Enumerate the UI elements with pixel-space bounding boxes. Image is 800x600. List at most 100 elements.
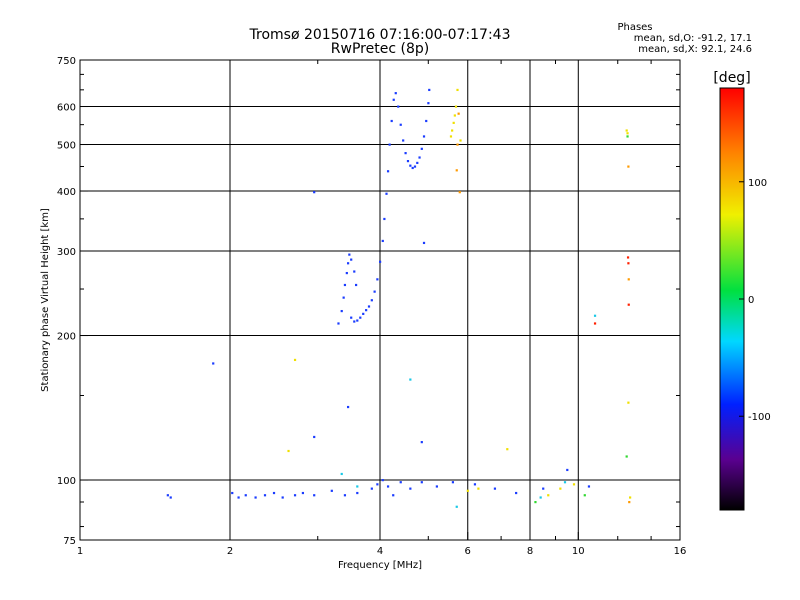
- data-point: [392, 98, 395, 101]
- data-point: [547, 494, 550, 497]
- data-point: [293, 494, 297, 497]
- data-point: [345, 271, 348, 275]
- data-point: [629, 496, 632, 499]
- data-point: [381, 479, 384, 482]
- data-point: [169, 496, 172, 499]
- data-point: [373, 290, 376, 293]
- chart-subtitle: RwPretec (8p): [330, 41, 430, 57]
- data-points: [166, 88, 632, 508]
- phase-o-stats: mean, sd,O: -91.2, 17.1: [633, 33, 752, 44]
- data-point: [367, 305, 371, 308]
- data-point: [394, 92, 397, 95]
- data-point: [392, 494, 395, 497]
- data-point: [477, 487, 480, 490]
- data-point: [542, 487, 545, 490]
- data-point: [350, 258, 353, 261]
- data-point: [354, 283, 358, 287]
- data-point: [340, 472, 343, 476]
- data-point: [413, 165, 417, 168]
- data-point: [313, 494, 316, 497]
- data-point: [386, 485, 390, 488]
- x-tick-label: 4: [377, 546, 383, 557]
- data-point: [559, 487, 562, 490]
- data-point: [362, 312, 365, 315]
- data-point: [420, 481, 423, 484]
- data-point: [353, 270, 356, 273]
- x-tick-label: 1: [77, 546, 83, 557]
- data-point: [416, 161, 419, 165]
- data-point: [390, 119, 393, 123]
- data-point: [572, 483, 576, 486]
- data-point: [420, 441, 423, 444]
- y-tick-label: 750: [57, 56, 76, 67]
- colorbar-tick-label: 100: [748, 178, 767, 189]
- x-tick-label: 8: [527, 546, 533, 557]
- data-point: [330, 489, 333, 492]
- data-point: [466, 489, 469, 492]
- data-point: [587, 485, 591, 488]
- data-point: [427, 102, 430, 105]
- phases-heading: Phases: [617, 22, 653, 33]
- data-point: [625, 129, 628, 132]
- data-point: [370, 299, 373, 302]
- y-tick-label: 600: [57, 103, 76, 114]
- x-tick-label: 16: [674, 546, 687, 557]
- data-point: [422, 135, 426, 138]
- x-tick-label: 6: [465, 546, 471, 557]
- colorbar-label: [deg]: [713, 70, 750, 86]
- y-tick-label: 400: [57, 187, 76, 198]
- data-point: [563, 481, 567, 484]
- data-point: [281, 496, 284, 499]
- y-tick-label: 500: [57, 141, 76, 152]
- data-point: [425, 119, 428, 123]
- data-point: [454, 105, 458, 108]
- data-point: [342, 296, 345, 299]
- data-point: [359, 316, 362, 319]
- data-point: [506, 448, 509, 451]
- data-point: [420, 147, 423, 150]
- data-point: [365, 309, 368, 312]
- data-point: [244, 494, 247, 497]
- y-tick-label: 300: [57, 247, 76, 258]
- data-point: [293, 358, 297, 362]
- data-point: [301, 491, 305, 495]
- data-point: [381, 239, 384, 243]
- data-point: [409, 164, 412, 167]
- data-point: [399, 123, 402, 126]
- phase-x-stats: mean, sd,X: 92.1, 24.6: [638, 44, 752, 55]
- data-point: [625, 455, 628, 458]
- data-point: [337, 322, 340, 325]
- grid-layer: [80, 60, 680, 540]
- data-point: [458, 191, 461, 194]
- data-point: [422, 241, 426, 245]
- data-point: [411, 166, 414, 170]
- data-point: [356, 485, 359, 488]
- data-point: [263, 494, 267, 497]
- x-tick-label: 2: [227, 546, 233, 557]
- data-point: [166, 494, 169, 497]
- data-point: [340, 309, 343, 313]
- data-point: [435, 485, 438, 488]
- data-point: [628, 500, 631, 504]
- data-point: [254, 496, 257, 499]
- data-point: [402, 139, 405, 142]
- data-point: [515, 491, 518, 495]
- data-point: [376, 278, 379, 281]
- data-point: [383, 217, 386, 221]
- data-point: [409, 378, 412, 381]
- data-point: [313, 191, 316, 194]
- data-point: [627, 278, 630, 281]
- data-point: [356, 491, 359, 495]
- data-point: [583, 494, 586, 497]
- data-point: [626, 132, 629, 135]
- data-point: [534, 500, 537, 504]
- data-point: [493, 487, 497, 490]
- data-point: [397, 105, 400, 108]
- data-point: [449, 135, 453, 138]
- data-point: [406, 160, 410, 163]
- y-tick-label: 75: [63, 536, 76, 547]
- data-point: [346, 262, 350, 265]
- data-point: [388, 143, 391, 146]
- data-point: [370, 487, 373, 490]
- data-point: [313, 435, 316, 439]
